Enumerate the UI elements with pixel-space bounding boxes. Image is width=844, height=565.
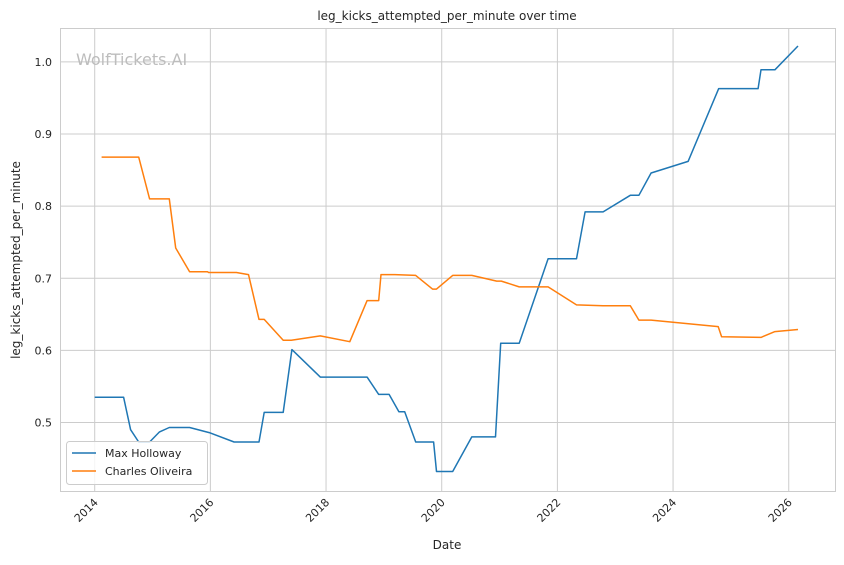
x-tick-label: 2014 [72, 496, 101, 525]
series-lines [94, 45, 799, 473]
y-tick-label: 0.6 [35, 344, 53, 357]
legend-box [66, 441, 208, 485]
plot-frame [60, 28, 836, 492]
x-axis-label: Date [433, 538, 462, 552]
grid [60, 28, 835, 491]
legend-label-max-holloway: Max Holloway [105, 447, 182, 460]
watermark: WolfTickets.AI [76, 50, 187, 69]
series-line-charles-oliveira [101, 156, 799, 343]
x-tick-label: 2018 [303, 496, 332, 525]
chart-title: leg_kicks_attempted_per_minute over time [317, 9, 576, 23]
x-axis: 2014 2016 2018 2020 2022 2024 2026 [72, 496, 795, 525]
y-tick-label: 0.8 [35, 200, 53, 213]
x-tick-label: 2020 [419, 496, 448, 525]
x-tick-label: 2016 [188, 496, 217, 525]
legend-label-charles-oliveira: Charles Oliveira [105, 465, 192, 478]
y-tick-label: 0.5 [35, 416, 53, 429]
x-tick-label: 2022 [535, 496, 564, 525]
legend: Max Holloway Charles Oliveira [66, 441, 208, 485]
series-line-max-holloway [94, 45, 799, 473]
y-tick-label: 0.7 [35, 272, 53, 285]
y-tick-label: 1.0 [35, 56, 53, 69]
y-axis: 0.5 0.6 0.7 0.8 0.9 1.0 [35, 56, 53, 430]
x-tick-label: 2024 [650, 496, 679, 525]
y-tick-label: 0.9 [35, 128, 53, 141]
y-axis-label: leg_kicks_attempted_per_minute [9, 161, 23, 359]
x-tick-label: 2026 [766, 496, 795, 525]
